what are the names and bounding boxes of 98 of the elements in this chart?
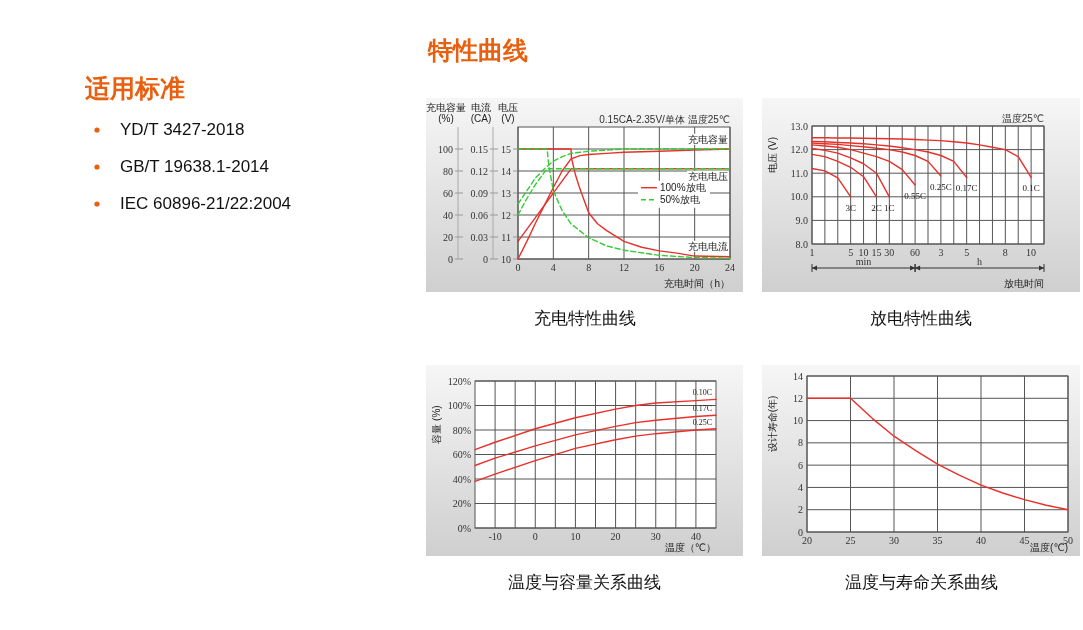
y-tick-label: 0% xyxy=(457,522,471,534)
chart-subtitle: 0.15CA-2.35V/单体 温度25℃ xyxy=(599,114,730,125)
text: 特性曲线 xyxy=(427,36,528,64)
series-label: 0.1C xyxy=(1022,183,1040,194)
y-axis-title: 容量 (%) xyxy=(431,405,442,444)
y-tick-label: 9.0 xyxy=(795,214,808,226)
x-tick-label: 4 xyxy=(550,262,556,273)
y3-axis-title: 充电容量 (%) xyxy=(426,102,466,124)
chart-subtitle: 温度25℃ xyxy=(1001,113,1044,124)
y-tick-label: 10 xyxy=(793,415,803,427)
x-tick-label: 30 xyxy=(884,247,895,258)
x-tick-label: 16 xyxy=(654,262,665,273)
annotation: 充电容量 xyxy=(688,133,728,145)
y2-tick-label: 0.15 xyxy=(470,143,488,155)
x-tick-label: 35 xyxy=(932,535,943,546)
series-label: 0.55C xyxy=(904,191,926,201)
y2-tick-label: 0.06 xyxy=(470,209,488,221)
y-tick-label: 14 xyxy=(793,370,803,382)
x-tick-label: 10 xyxy=(858,247,869,258)
x-tick-label: 3 xyxy=(938,247,944,258)
y-tick-label: 8 xyxy=(798,437,803,449)
y-tick-label: 14 xyxy=(501,165,511,177)
text: YD/T 3427-2018 xyxy=(120,120,245,139)
x-tick-label: 10 xyxy=(570,531,581,542)
text: 温度与寿命关系曲线 xyxy=(844,573,998,592)
y-tick-label: 8.0 xyxy=(795,238,808,250)
x-tick-label: 30 xyxy=(889,535,899,546)
x-axis-title: 温度(℃) xyxy=(1030,542,1068,553)
annotation: 充电电流 xyxy=(688,240,728,252)
x-tick-label: 8 xyxy=(1002,247,1008,258)
legend-label: 100%放电 xyxy=(659,182,706,194)
y2-tick-label: 0.12 xyxy=(470,165,488,177)
text: 充电特性曲线 xyxy=(533,309,636,328)
x-tick-label: 5 xyxy=(848,247,854,258)
text: IEC 60896-21/22:2004 xyxy=(120,194,292,213)
y-tick-label: 60% xyxy=(452,449,471,460)
y-tick-label: 11.0 xyxy=(790,167,808,179)
y-tick-label: 15 xyxy=(501,143,511,155)
x-tick-label: 20 xyxy=(689,262,700,273)
text: GB/T 19638.1-2014 xyxy=(120,157,270,176)
x-axis-title: 温度（℃） xyxy=(664,542,716,553)
y-axis-title: 电压 (V) xyxy=(767,136,778,174)
x-tick-label: 10 xyxy=(1026,247,1037,258)
x-tick-label: 0 xyxy=(515,262,521,273)
x-tick-label: 30 xyxy=(650,531,661,542)
x-tick-label: 24 xyxy=(725,262,735,273)
y3-tick-label: 100 xyxy=(438,143,453,155)
y2-axis-title: 电流 (CA) xyxy=(470,102,492,124)
x-tick-label: 15 xyxy=(871,247,882,258)
x-tick-label: 20 xyxy=(610,531,621,542)
x-tick-label: 25 xyxy=(845,535,856,546)
y-tick-label: 80% xyxy=(452,424,471,436)
x-tick-label: 5 xyxy=(964,247,970,258)
y2-tick-label: 0.09 xyxy=(470,187,488,199)
text: 温度与容量关系曲线 xyxy=(508,573,661,592)
y-tick-label: 4 xyxy=(798,481,803,493)
x-tick-label: -10 xyxy=(488,531,502,542)
y-axis-title: 电压 (V) xyxy=(498,102,518,124)
y-tick-label: 10.0 xyxy=(790,191,808,203)
text: h xyxy=(977,256,983,267)
y-tick-label: 11 xyxy=(501,231,511,243)
x-tick-label: 60 xyxy=(910,247,921,258)
series-label: 0.17C xyxy=(692,404,712,414)
y2-tick-label: 0.03 xyxy=(470,231,488,243)
x-tick-label: 45 xyxy=(1019,535,1030,546)
x-tick-label: 1 xyxy=(809,247,815,258)
series-label: 0.10C xyxy=(692,388,712,398)
y-tick-label: 12 xyxy=(793,392,803,404)
y3-tick-label: 20 xyxy=(443,231,453,243)
x-tick-label: 12 xyxy=(619,262,629,273)
y-tick-label: 13 xyxy=(501,187,511,199)
text: min xyxy=(855,256,872,267)
x-tick-label: 20 xyxy=(802,535,812,546)
series-label: 0.25C xyxy=(930,182,952,193)
x-tick-label: 40 xyxy=(976,535,986,546)
series-label: 0.25C xyxy=(692,417,712,427)
y-tick-label: 6 xyxy=(798,459,803,471)
text: 放电特性曲线 xyxy=(870,309,972,328)
y-tick-label: 13.0 xyxy=(790,120,808,132)
y-axis-title: 设计寿命(年) xyxy=(767,395,778,453)
x-tick-label: 8 xyxy=(586,262,592,273)
legend-label: 50%放电 xyxy=(659,194,700,206)
y3-tick-label: 60 xyxy=(443,187,453,199)
x-tick-label: 0 xyxy=(532,531,538,542)
annotation: 充电电压 xyxy=(688,170,728,182)
x-tick-label: 40 xyxy=(690,531,701,542)
y3-tick-label: 80 xyxy=(443,165,453,177)
y3-tick-label: 40 xyxy=(443,209,453,221)
x-axis-title: 充电时间（h） xyxy=(664,278,730,289)
y-tick-label: 120% xyxy=(447,375,471,387)
y-tick-label: 20% xyxy=(452,498,471,509)
y-tick-label: 40% xyxy=(452,473,471,485)
text: 适用标准 xyxy=(84,74,185,102)
y-tick-label: 2 xyxy=(798,504,803,516)
y-tick-label: 100% xyxy=(447,400,471,411)
x-axis-title: 放电时间 xyxy=(1004,278,1044,289)
y-tick-label: 12.0 xyxy=(790,144,808,156)
y-tick-label: 12 xyxy=(501,209,511,221)
